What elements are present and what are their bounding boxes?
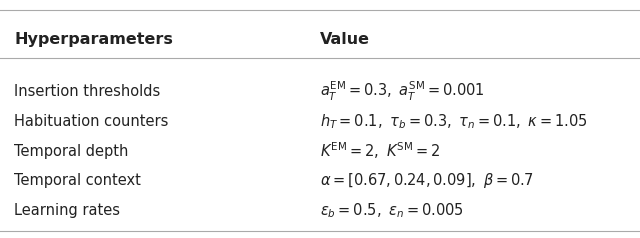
Text: $a_T^{\mathrm{EM}} = 0.3,\ a_T^{\mathrm{SM}} = 0.001$: $a_T^{\mathrm{EM}} = 0.3,\ a_T^{\mathrm{… (320, 80, 484, 103)
Text: $K^{\mathrm{EM}} = 2,\ K^{\mathrm{SM}} = 2$: $K^{\mathrm{EM}} = 2,\ K^{\mathrm{SM}} =… (320, 141, 440, 161)
Text: Value: Value (320, 32, 370, 47)
Text: Habituation counters: Habituation counters (14, 114, 168, 129)
Text: Hyperparameters: Hyperparameters (14, 32, 173, 47)
Text: $\alpha = [0.67, 0.24, 0.09],\ \beta = 0.7$: $\alpha = [0.67, 0.24, 0.09],\ \beta = 0… (320, 171, 533, 190)
Text: Learning rates: Learning rates (14, 203, 120, 218)
Text: Temporal context: Temporal context (14, 173, 141, 188)
Text: $h_T = 0.1,\ \tau_b = 0.3,\ \tau_n = 0.1,\ \kappa = 1.05$: $h_T = 0.1,\ \tau_b = 0.3,\ \tau_n = 0.1… (320, 112, 588, 131)
Text: Temporal depth: Temporal depth (14, 144, 129, 159)
Text: $\epsilon_b = 0.5,\ \epsilon_n = 0.005$: $\epsilon_b = 0.5,\ \epsilon_n = 0.005$ (320, 201, 464, 220)
Text: Insertion thresholds: Insertion thresholds (14, 84, 161, 99)
